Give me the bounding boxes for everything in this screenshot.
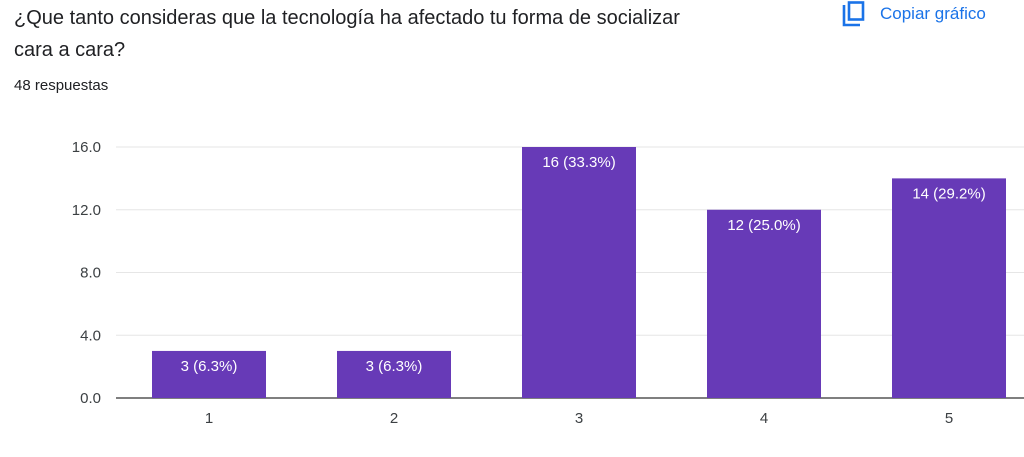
copy-chart-button[interactable]: Copiar gráfico [842,0,986,28]
x-tick-label: 4 [760,410,768,427]
y-tick-label: 4.0 [80,327,101,344]
response-count: 48 respuestas [14,77,109,94]
bar-data-label: 12 (25.0%) [727,217,800,234]
x-tick-label: 2 [390,410,398,427]
question-line-1: ¿Que tanto consideras que la tecnología … [14,7,680,29]
copy-icon [842,1,866,27]
x-tick-label: 5 [945,410,953,427]
bar[interactable] [892,178,1006,398]
y-tick-label: 8.0 [80,265,101,282]
y-tick-label: 16.0 [72,139,101,156]
bar[interactable] [337,350,451,398]
bar[interactable] [522,147,636,398]
bar-data-label: 14 (29.2%) [912,185,985,202]
y-tick-label: 0.0 [80,390,101,407]
question-line-2: cara a cara? [14,39,126,61]
bar[interactable] [707,209,821,398]
bar-data-label: 3 (6.3%) [366,358,423,375]
bar[interactable] [152,350,266,398]
x-tick-label: 1 [205,410,213,427]
y-tick-label: 12.0 [72,202,101,219]
question-title: ¿Que tanto consideras que la tecnología … [14,2,814,66]
bar-data-label: 3 (6.3%) [181,358,238,375]
bar-data-label: 16 (33.3%) [542,154,615,171]
copy-chart-label: Copiar gráfico [880,4,986,23]
x-tick-label: 3 [575,410,583,427]
